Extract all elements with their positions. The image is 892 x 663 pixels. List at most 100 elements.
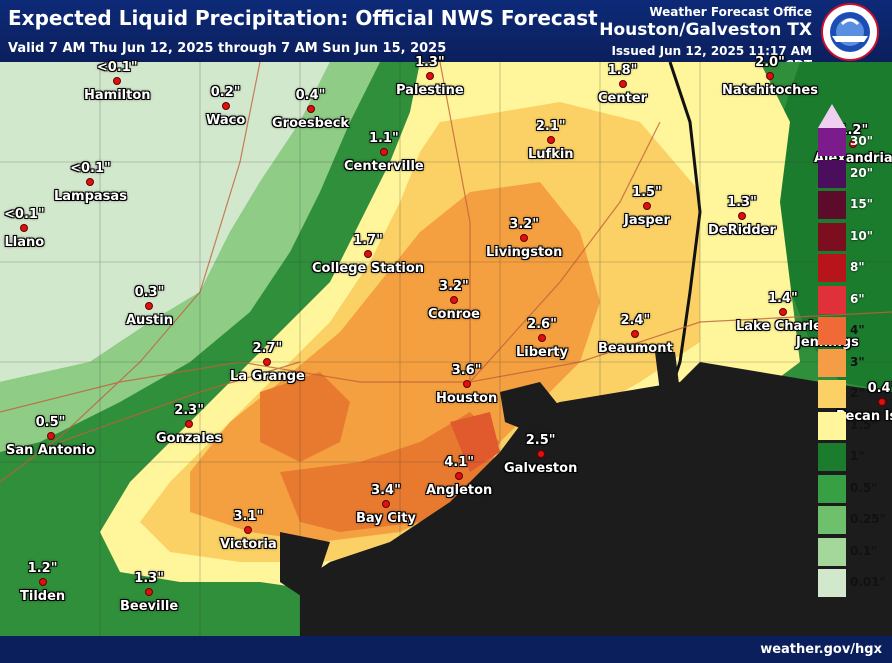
city-conroe: 3.2" Conroe <box>428 279 480 322</box>
city-tilden: 1.2" Tilden <box>20 561 66 604</box>
city-marker-icon <box>642 202 651 210</box>
city-marker-icon <box>306 105 315 113</box>
galveston-bay <box>500 382 560 432</box>
legend-item: 0.25" <box>808 506 890 534</box>
legend-item: 6" <box>808 285 890 314</box>
city-lampasas: <0.1" Lampasas <box>54 161 127 204</box>
legend-swatch <box>818 411 846 440</box>
legend-item: 15" <box>808 191 890 219</box>
city-gonzales: 2.3" Gonzales <box>156 403 223 446</box>
legend-item: 0.5" <box>808 474 890 503</box>
city-groesbeck: 0.4" Groesbeck <box>272 88 350 131</box>
city-marker-icon <box>765 72 774 80</box>
legend-swatch <box>818 254 846 282</box>
legend-item: 30" <box>808 128 890 156</box>
precip-band-0-25 <box>0 62 380 452</box>
legend-label: 1" <box>850 449 865 463</box>
city-pecan-island: 0.4"Pecan Island <box>836 381 892 424</box>
city-palestine: 1.3" Palestine <box>396 55 464 98</box>
header-bar: Expected Liquid Precipitation: Official … <box>0 0 892 72</box>
precipitation-map <box>0 62 892 636</box>
city-marker-icon <box>631 330 640 338</box>
legend-label: 2" <box>850 386 865 400</box>
wfo-label: Weather Forecast Office <box>649 5 812 19</box>
legend-swatch <box>818 443 846 471</box>
city-marker-icon <box>221 102 230 110</box>
city-lake-charles: 1.4" Lake Charles <box>736 291 830 334</box>
city-centerville: 1.1" Centerville <box>344 131 424 174</box>
legend-item: 10" <box>808 222 890 251</box>
legend-swatch <box>818 380 846 408</box>
city-houston: 3.6" Houston <box>436 363 498 406</box>
city-marker-icon <box>263 358 272 366</box>
precip-band-4-west <box>260 372 350 462</box>
city-marker-icon <box>244 526 253 534</box>
legend-label: 8" <box>850 260 865 274</box>
legend-label: 3" <box>850 354 865 369</box>
site-url: weather.gov/hgx <box>760 642 882 657</box>
sabine-lake <box>655 352 680 392</box>
legend-label: 15" <box>850 197 873 211</box>
city-marker-icon <box>86 178 95 186</box>
city-hamilton: <0.1" Hamilton <box>84 60 151 103</box>
city-beaumont: 2.4" Beaumont <box>598 313 673 356</box>
city-marker-icon <box>185 420 194 428</box>
matagorda-bay <box>280 532 330 602</box>
city-jasper: 1.5" Jasper <box>624 185 670 228</box>
city-livingston: 3.2" Livingston <box>486 217 563 260</box>
precip-band-6 <box>450 412 500 472</box>
city-galveston: 2.5" Galveston <box>504 433 578 476</box>
legend-swatch <box>818 128 846 156</box>
legend-swatch <box>818 474 846 503</box>
legend-swatch <box>818 159 846 188</box>
city-angleton: 4.1" Angleton <box>426 455 493 498</box>
city-bay-city: 3.4" Bay City <box>356 483 416 526</box>
precip-legend: 30" 20" 15" 10" 8" 6" 4" 3" 2" 1.5" 1" 0.5" 0.25" 0.1… <box>808 104 890 604</box>
city-deridder: 1.3" DeRidder <box>708 195 776 238</box>
city-marker-icon <box>455 472 464 480</box>
gulf-of-mexico <box>300 362 892 636</box>
legend-label: 0.5" <box>850 480 878 495</box>
city-marker-icon <box>537 334 546 342</box>
city-beeville: 1.3" Beeville <box>120 571 179 614</box>
precip-band-light <box>0 62 330 382</box>
legend-label: 4" <box>850 323 865 337</box>
legend-swatch <box>818 317 846 345</box>
legend-label: 0.01" <box>850 575 886 589</box>
city-marker-icon <box>38 578 47 586</box>
city-marker-icon <box>145 302 154 310</box>
city-marker-icon <box>778 308 787 316</box>
city-marker-icon <box>737 212 746 220</box>
city-llano: <0.1" Llano <box>4 207 45 250</box>
footer-bar: weather.gov/hgx <box>0 636 892 663</box>
city-liberty: 2.6" Liberty <box>516 317 568 360</box>
legend-item: 4" <box>808 317 890 345</box>
city-marker-icon <box>379 148 388 156</box>
city-marker-icon <box>425 72 434 80</box>
city-marker-icon <box>462 380 471 388</box>
city-marker-icon <box>364 250 373 258</box>
city-austin: 0.3" Austin <box>126 285 173 328</box>
legend-item: 2" <box>808 380 890 408</box>
city-lufkin: 2.1" Lufkin <box>528 119 574 162</box>
city-marker-icon <box>849 140 858 148</box>
legend-label: 30" <box>850 134 873 148</box>
legend-item: 1" <box>808 443 890 471</box>
city-la-grange: 2.7" La Grange <box>230 341 305 384</box>
legend-item: 0.01" <box>808 569 890 597</box>
city-marker-icon <box>618 80 627 88</box>
graphic-title: Expected Liquid Precipitation: Official … <box>8 6 598 30</box>
legend-swatch <box>818 348 846 377</box>
legend-swatch <box>818 222 846 251</box>
city-marker-icon <box>878 398 887 406</box>
legend-item: 3" <box>808 348 890 377</box>
legend-label: 0.1" <box>850 543 878 558</box>
legend-label: 10" <box>850 228 873 243</box>
legend-label: 0.25" <box>850 512 886 526</box>
legend-label: 6" <box>850 291 865 306</box>
legend-item: 1.5" <box>808 411 890 440</box>
sabine-river <box>668 62 702 393</box>
valid-period: Valid 7 AM Thu Jun 12, 2025 through 7 AM… <box>8 41 447 56</box>
legend-swatch <box>818 285 846 314</box>
